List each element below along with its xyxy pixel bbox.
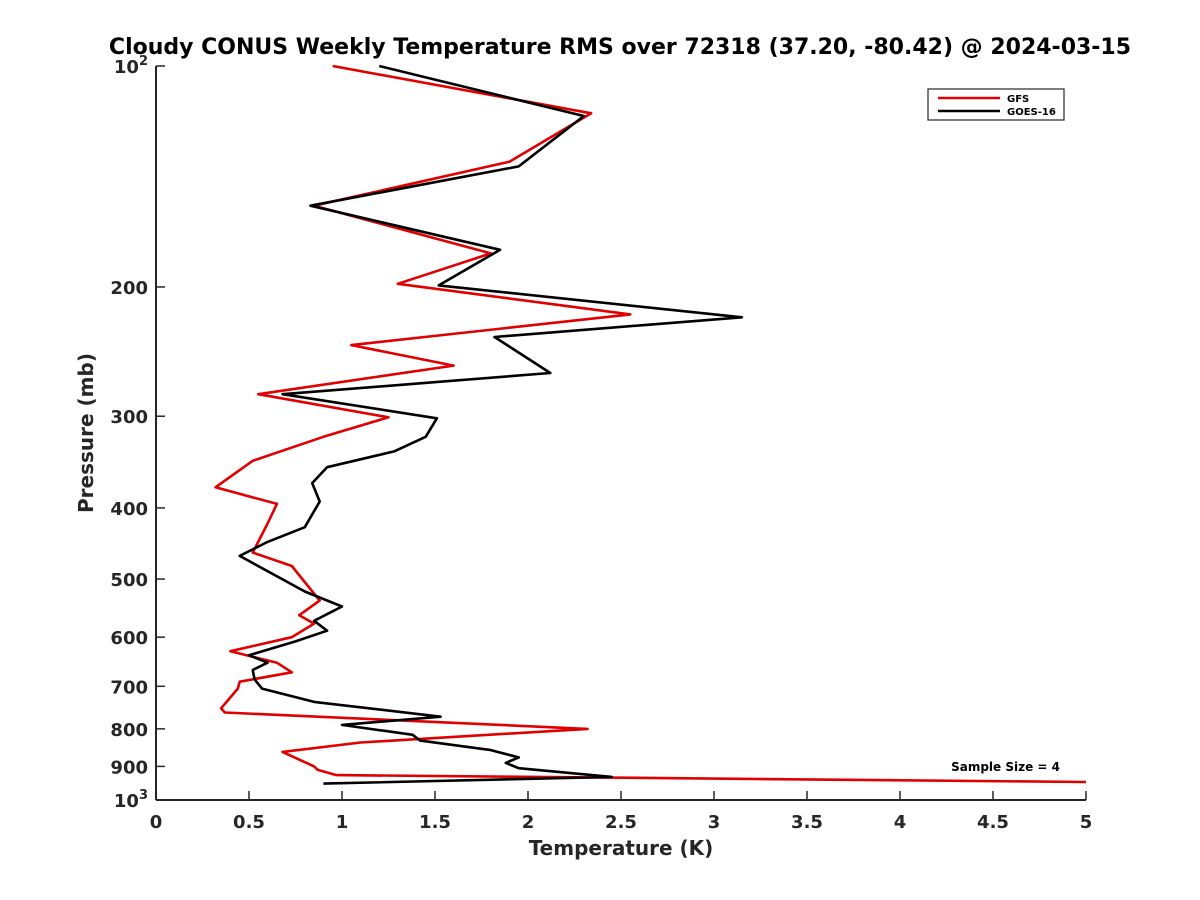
y-tick-base: 200 [110,278,148,299]
x-axis-label: Temperature (K) [529,836,714,860]
y-tick-label: 600 [110,628,148,649]
x-tick-label: 2 [522,812,535,833]
y-tick-base: 900 [110,757,148,778]
series-line-goes-16 [238,64,744,785]
x-tick-label: 5 [1080,812,1093,833]
y-tick-label: 500 [110,570,148,591]
y-axis-label: Pressure (mb) [74,353,98,513]
y-tick-base: 500 [110,570,148,591]
y-tick-label: 700 [110,677,148,698]
sample-size-annotation: Sample Size = 4 [951,760,1060,774]
y-tick-base: 10 [114,791,139,812]
series-group [214,64,1087,785]
y-tick-exponent: 3 [139,788,148,803]
chart-title: Cloudy CONUS Weekly Temperature RMS over… [109,35,1131,60]
y-tick-label: 102 [114,54,148,78]
y-tick-base: 600 [110,628,148,649]
x-tick-label: 0 [150,812,163,833]
plot-area [156,66,1086,800]
x-tick-label: 2.5 [605,812,637,833]
x-tick-label: 4 [894,812,907,833]
x-tick-label: 0.5 [233,812,265,833]
x-tick-label: 1 [336,812,349,833]
x-tick-label: 1.5 [419,812,451,833]
legend-label: GOES-16 [1007,107,1056,118]
y-tick-label: 800 [110,720,148,741]
y-tick-base: 10 [114,57,139,78]
y-tick-label: 300 [110,407,148,428]
legend: GFS GOES-16 [927,88,1065,121]
y-tick-exponent: 2 [139,54,148,69]
x-ticks: 0 0.5 1 1.5 2 2.5 3 3.5 4 4.5 5 [150,791,1093,833]
x-tick-label: 3 [708,812,721,833]
y-tick-base: 800 [110,720,148,741]
legend-box [927,88,1065,121]
y-tick-label: 103 [114,788,148,812]
y-tick-label: 200 [110,278,148,299]
y-tick-base: 700 [110,677,148,698]
legend-label: GFS [1007,94,1029,105]
x-tick-label: 3.5 [791,812,823,833]
y-tick-label: 400 [110,499,148,520]
x-tick-label: 4.5 [977,812,1009,833]
y-tick-label: 900 [110,757,148,778]
series-line-gfs [214,64,1087,784]
y-tick-base: 300 [110,407,148,428]
y-tick-base: 400 [110,499,148,520]
